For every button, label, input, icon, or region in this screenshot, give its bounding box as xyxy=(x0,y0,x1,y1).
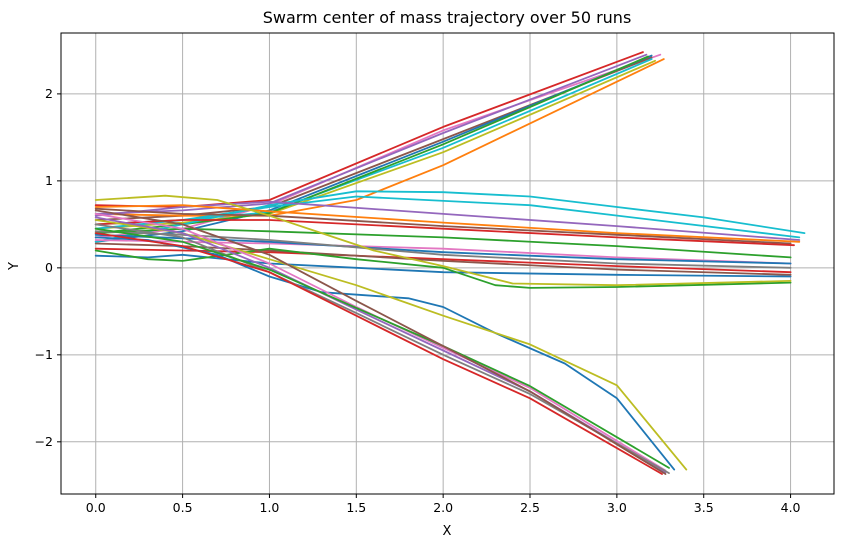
trajectory-line-7 xyxy=(94,58,665,217)
trajectory-line-16 xyxy=(94,227,792,259)
series-layer xyxy=(94,51,806,475)
trajectory-line-31 xyxy=(94,209,667,475)
x-tick-label: 2.5 xyxy=(520,500,540,515)
trajectory-line-32 xyxy=(94,232,663,475)
trajectory-line-12 xyxy=(94,200,801,241)
x-axis: 0.0 0.5 1.0 1.5 2.0 2.5 3.0 3.5 4.0 xyxy=(86,494,801,515)
trajectory-line-24 xyxy=(94,194,792,287)
y-tick-label: 1 xyxy=(45,173,53,188)
x-tick-label: 1.0 xyxy=(260,500,280,515)
x-tick-label: 3.0 xyxy=(607,500,627,515)
trajectory-line-29 xyxy=(94,223,670,475)
trajectory-line-9 xyxy=(94,53,648,215)
trajectory-line-14 xyxy=(94,207,792,245)
trajectory-line-15 xyxy=(94,219,795,247)
y-axis: −2 −1 0 1 2 xyxy=(35,86,61,449)
chart-title: Swarm center of mass trajectory over 50 … xyxy=(263,8,632,27)
trajectory-line-19 xyxy=(94,230,792,269)
y-tick-label: 2 xyxy=(45,86,53,101)
trajectory-line-23 xyxy=(94,247,792,289)
trajectory-line-26 xyxy=(94,219,688,471)
x-tick-label: 0.0 xyxy=(86,500,106,515)
trajectory-line-3 xyxy=(94,56,653,221)
trajectory-line-1 xyxy=(94,51,644,208)
trajectory-line-10 xyxy=(94,190,806,243)
plot-frame xyxy=(60,32,835,495)
trajectory-line-22 xyxy=(94,253,792,278)
x-axis-label: X xyxy=(443,524,452,539)
x-tick-label: 3.5 xyxy=(694,500,714,515)
trajectory-line-21 xyxy=(94,242,792,276)
x-tick-label: 2.0 xyxy=(433,500,453,515)
x-tick-label: 4.0 xyxy=(781,500,801,515)
trajectory-line-30 xyxy=(94,227,670,469)
grid xyxy=(61,33,834,494)
y-tick-label: −1 xyxy=(35,347,53,362)
x-tick-label: 1.5 xyxy=(346,500,366,515)
y-axis-label: Y xyxy=(7,262,22,271)
trajectory-line-13 xyxy=(94,204,801,243)
y-tick-label: −2 xyxy=(35,434,53,449)
y-tick-label: 0 xyxy=(45,260,53,275)
x-tick-label: 0.5 xyxy=(173,500,193,515)
